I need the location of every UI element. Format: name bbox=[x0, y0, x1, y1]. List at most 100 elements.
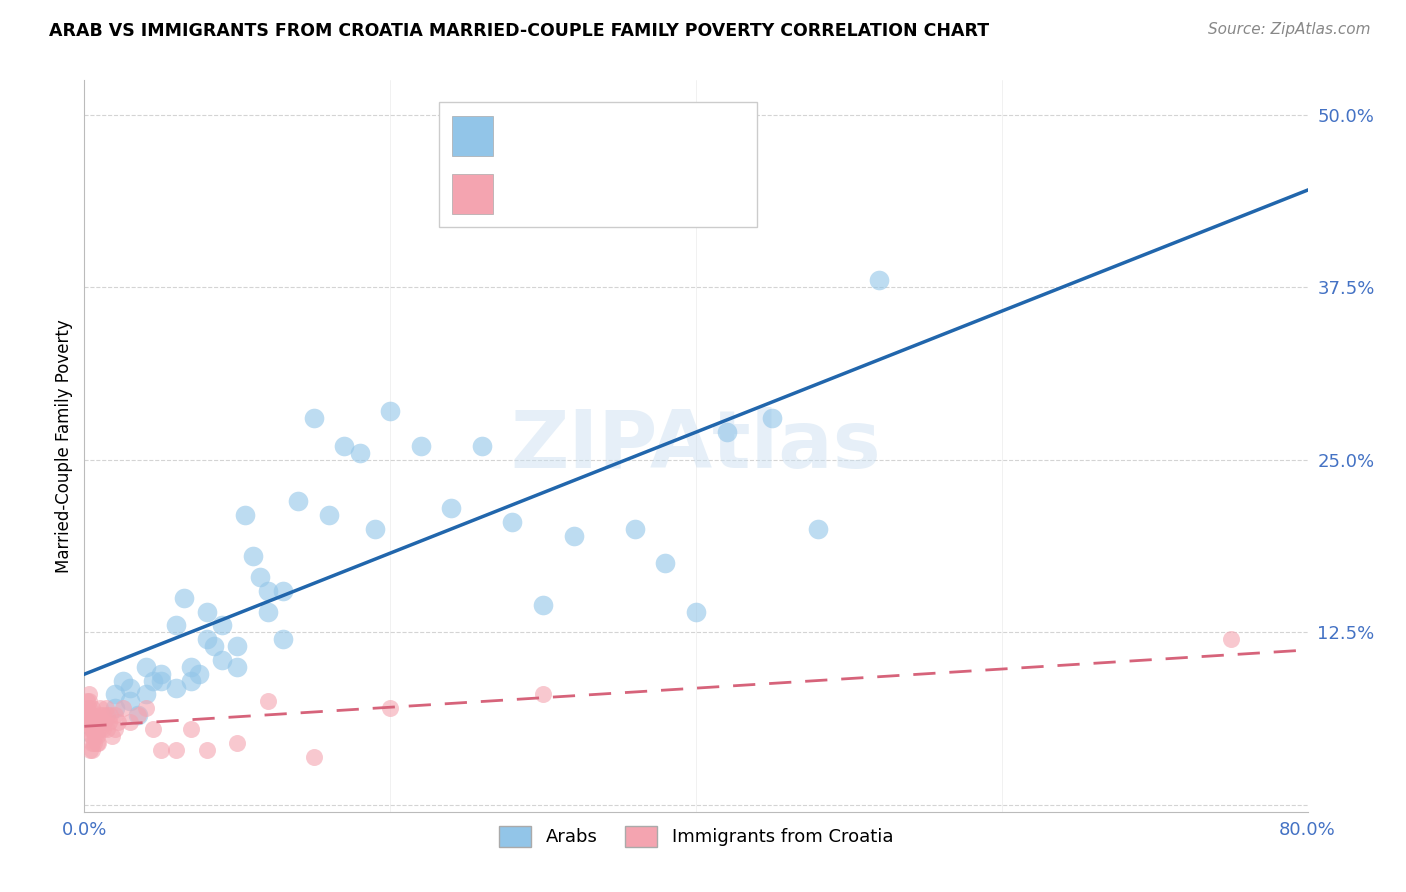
Point bbox=[165, 742, 187, 756]
Point bbox=[249, 570, 271, 584]
Point bbox=[79, 714, 101, 729]
Point bbox=[83, 722, 105, 736]
Point bbox=[149, 673, 172, 688]
Point bbox=[202, 639, 225, 653]
Point bbox=[127, 708, 149, 723]
Point bbox=[96, 722, 118, 736]
Point bbox=[84, 722, 107, 736]
Point bbox=[173, 591, 195, 605]
Point bbox=[287, 494, 309, 508]
Point bbox=[87, 736, 110, 750]
Point bbox=[111, 673, 134, 688]
Point bbox=[135, 660, 157, 674]
Point bbox=[149, 742, 172, 756]
Point bbox=[120, 681, 142, 695]
Point bbox=[271, 583, 294, 598]
Point bbox=[80, 714, 103, 729]
Point bbox=[77, 701, 100, 715]
Point bbox=[180, 660, 202, 674]
Text: Source: ZipAtlas.com: Source: ZipAtlas.com bbox=[1208, 22, 1371, 37]
Point bbox=[84, 714, 107, 729]
Point bbox=[127, 708, 149, 723]
Point bbox=[502, 515, 524, 529]
Point bbox=[77, 687, 100, 701]
Legend: Arabs, Immigrants from Croatia: Arabs, Immigrants from Croatia bbox=[492, 819, 900, 854]
Point bbox=[302, 749, 325, 764]
Point bbox=[120, 694, 142, 708]
Point bbox=[807, 522, 830, 536]
Point bbox=[562, 529, 585, 543]
Point bbox=[257, 605, 280, 619]
Point bbox=[80, 736, 103, 750]
Point bbox=[318, 508, 340, 522]
Point bbox=[624, 522, 647, 536]
Point bbox=[79, 742, 101, 756]
Point bbox=[149, 666, 172, 681]
Point bbox=[83, 736, 105, 750]
Point bbox=[195, 632, 218, 647]
Point bbox=[195, 605, 218, 619]
Point bbox=[80, 729, 103, 743]
Point bbox=[471, 439, 494, 453]
Point bbox=[242, 549, 264, 564]
Point bbox=[91, 722, 114, 736]
Point bbox=[716, 425, 738, 440]
Point bbox=[86, 729, 108, 743]
Point bbox=[77, 694, 100, 708]
Point bbox=[79, 708, 101, 723]
Point bbox=[180, 722, 202, 736]
Point bbox=[409, 439, 432, 453]
Point bbox=[364, 522, 387, 536]
Point bbox=[104, 701, 127, 715]
Point bbox=[180, 673, 202, 688]
Point bbox=[79, 722, 101, 736]
Point bbox=[685, 605, 707, 619]
Point bbox=[76, 701, 98, 715]
Point bbox=[80, 714, 103, 729]
Point bbox=[80, 701, 103, 715]
Point bbox=[80, 729, 103, 743]
Point bbox=[98, 708, 121, 723]
Point bbox=[104, 722, 127, 736]
Point bbox=[86, 736, 108, 750]
Point bbox=[80, 742, 103, 756]
Point bbox=[380, 404, 402, 418]
Point bbox=[380, 701, 402, 715]
Point bbox=[107, 714, 129, 729]
Point bbox=[165, 618, 187, 632]
Point bbox=[80, 722, 103, 736]
Point bbox=[869, 273, 891, 287]
Point bbox=[1220, 632, 1243, 647]
Y-axis label: Married-Couple Family Poverty: Married-Couple Family Poverty bbox=[55, 319, 73, 573]
Point bbox=[440, 501, 463, 516]
Point bbox=[87, 722, 110, 736]
Text: ARAB VS IMMIGRANTS FROM CROATIA MARRIED-COUPLE FAMILY POVERTY CORRELATION CHART: ARAB VS IMMIGRANTS FROM CROATIA MARRIED-… bbox=[49, 22, 990, 40]
Point bbox=[89, 714, 111, 729]
Point bbox=[76, 714, 98, 729]
Point bbox=[211, 653, 233, 667]
Point bbox=[135, 687, 157, 701]
Point bbox=[271, 632, 294, 647]
Point bbox=[349, 446, 371, 460]
Point bbox=[120, 714, 142, 729]
Point bbox=[211, 618, 233, 632]
Point bbox=[195, 742, 218, 756]
Point bbox=[80, 722, 103, 736]
Point bbox=[104, 708, 127, 723]
Point bbox=[226, 639, 249, 653]
Point bbox=[80, 708, 103, 723]
Point bbox=[142, 722, 165, 736]
Point bbox=[302, 411, 325, 425]
Point bbox=[89, 701, 111, 715]
Point bbox=[142, 673, 165, 688]
Point bbox=[333, 439, 356, 453]
Text: ZIPAtlas: ZIPAtlas bbox=[510, 407, 882, 485]
Point bbox=[111, 701, 134, 715]
Point bbox=[233, 508, 256, 522]
Point bbox=[761, 411, 783, 425]
Point bbox=[84, 729, 107, 743]
Point bbox=[97, 714, 120, 729]
Point bbox=[531, 687, 554, 701]
Point bbox=[77, 708, 100, 723]
Point bbox=[89, 708, 111, 723]
